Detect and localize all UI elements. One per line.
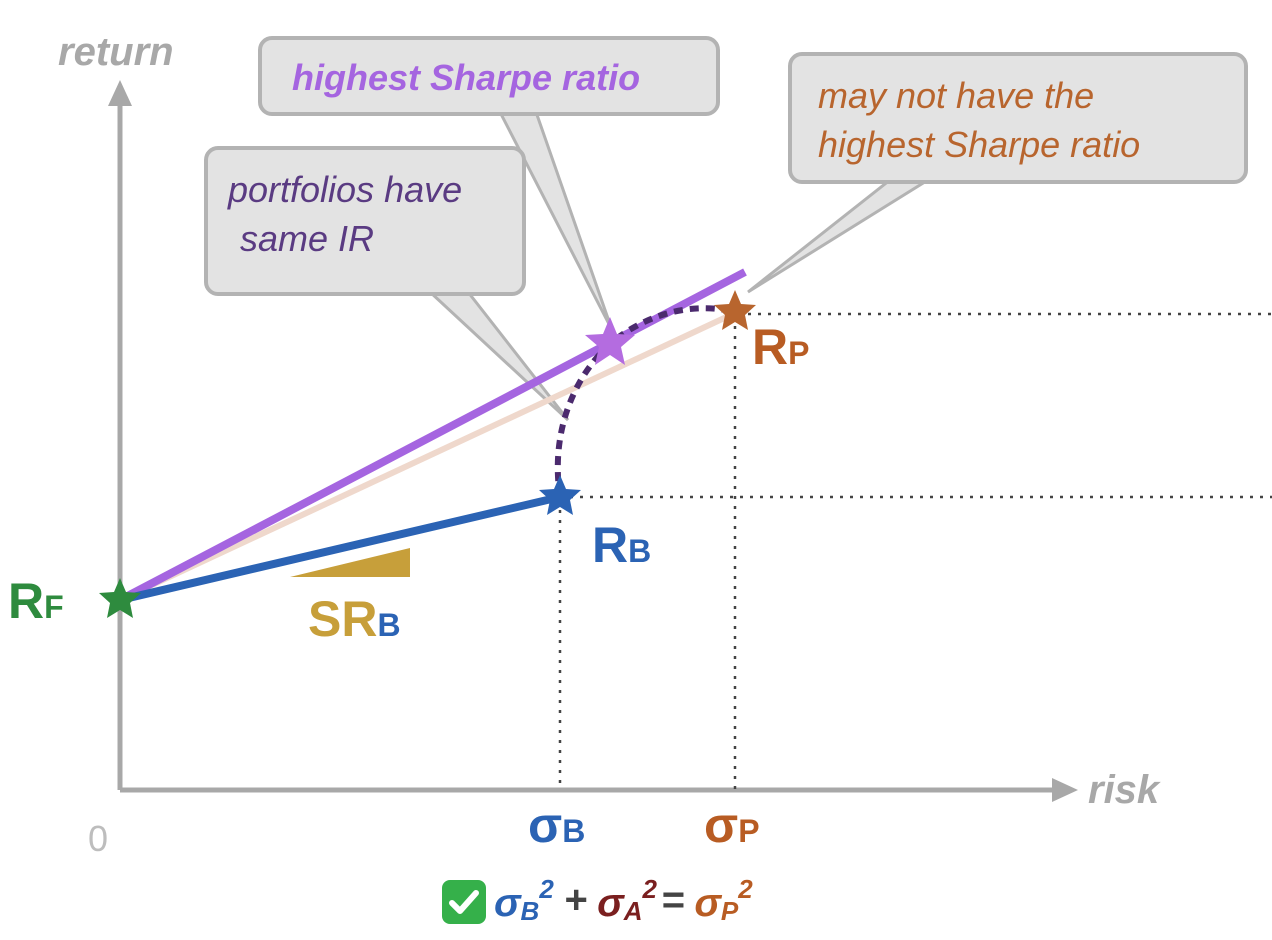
x-axis-arrow [1052,778,1078,802]
rb-star-icon [539,475,581,515]
formula-equals: = [660,877,685,922]
y-axis-label: return [58,30,174,74]
y-axis-arrow [108,80,132,106]
sigma-p-label: σP [704,797,760,853]
max-sharpe-star-icon [585,317,635,365]
origin-label: 0 [88,818,109,859]
callout-may-not-line1: may not have the [818,75,1095,116]
same-ir-curve [554,305,736,498]
rf-label: RF [8,573,64,629]
rp-label: RP [752,319,810,375]
formula-sigma-p-term: σP2 [694,873,753,926]
x-axis-label: risk [1088,768,1160,812]
callout-maynot-pointer [747,178,934,294]
rp-star-icon [714,290,756,330]
formula-sigma-b-term: σB2 [494,873,554,926]
srb-wedge [290,548,410,577]
callout-may-not-line2: highest Sharpe ratio [818,123,1141,165]
callout-highest-sharpe-text: highest Sharpe ratio [292,57,641,98]
max-sharpe-line [118,268,747,604]
rf-star-icon [99,578,141,618]
callout-may-not-highest: may not have the highest Sharpe ratio [788,52,1248,184]
check-mark-icon [442,880,486,924]
formula-plus: + [563,877,588,922]
callout-same-ir: portfolios have same IR [204,146,526,296]
portfolio-line [118,310,737,603]
variance-formula: σB2 + σA2 = σP2 [442,870,753,930]
callout-same-ir-line2: same IR [240,217,375,259]
rb-label: RB [592,517,652,573]
srb-label: SRB [308,591,401,647]
callout-highest-sharpe: highest Sharpe ratio [258,36,720,116]
formula-sigma-a-term: σA2 [597,873,657,926]
benchmark-line [119,493,561,604]
callout-same-ir-line1: portfolios have [228,169,463,210]
sigma-b-label: σB [528,797,586,853]
